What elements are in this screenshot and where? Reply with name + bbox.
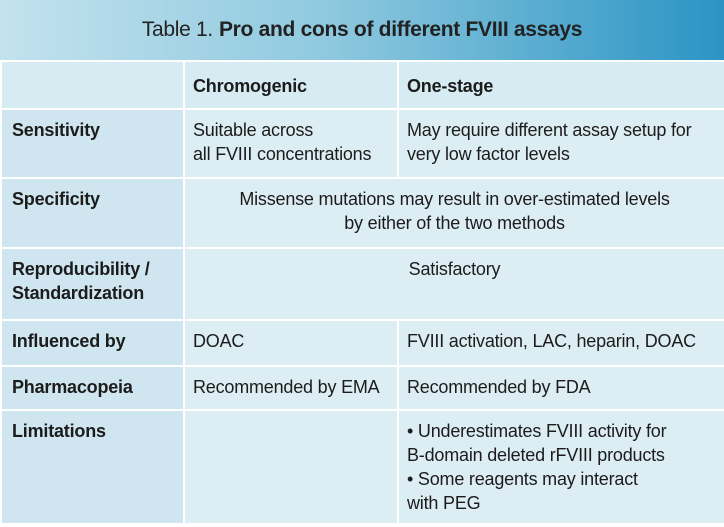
table-title-main: Pro and cons of different FVIII assays	[218, 18, 583, 41]
table-title: Table 1. Pro and cons of different FVIII…	[0, 0, 724, 60]
table-row-sensitivity: Sensitivity Suitable across all FVIII co…	[0, 108, 724, 179]
limitations-bullet-2: • Some reagents may interact with PEG	[407, 469, 638, 513]
cell-sensitivity-one-stage: May require different assay setup for ve…	[397, 108, 724, 179]
row-label-pharmacopeia: Pharmacopeia	[0, 365, 185, 411]
cell-specificity-both: Missense mutations may result in over-es…	[183, 177, 724, 249]
cell-sensitivity-chromogenic: Suitable across all FVIII concentrations	[183, 108, 399, 179]
row-label-limitations: Limitations	[0, 409, 185, 525]
column-header-one-stage: One-stage	[397, 60, 724, 110]
assay-comparison-table: Chromogenic One-stage Sensitivity Suitab…	[0, 60, 724, 525]
limitations-bullet-list: • Underestimates FVIII activity for B-do…	[407, 419, 716, 515]
cell-limitations-one-stage: • Underestimates FVIII activity for B-do…	[397, 409, 724, 525]
table-header-row: Chromogenic One-stage	[0, 60, 724, 110]
table-row-specificity: Specificity Missense mutations may resul…	[0, 177, 724, 249]
cell-pharmacopeia-chromogenic: Recommended by EMA	[183, 365, 399, 411]
column-header-chromogenic: Chromogenic	[183, 60, 399, 110]
table-row-pharmacopeia: Pharmacopeia Recommended by EMA Recommen…	[0, 365, 724, 411]
cell-limitations-chromogenic	[183, 409, 399, 525]
row-label-reproducibility: Reproducibility / Standardization	[0, 247, 185, 321]
cell-reproducibility-both: Satisfactory	[183, 247, 724, 321]
row-label-specificity: Specificity	[0, 177, 185, 249]
table-row-influenced-by: Influenced by DOAC FVIII activation, LAC…	[0, 319, 724, 367]
row-label-influenced-by: Influenced by	[0, 319, 185, 367]
header-blank-cell	[0, 60, 185, 110]
table-row-reproducibility: Reproducibility / Standardization Satisf…	[0, 247, 724, 321]
cell-influenced-by-chromogenic: DOAC	[183, 319, 399, 367]
cell-influenced-by-one-stage: FVIII activation, LAC, heparin, DOAC	[397, 319, 724, 367]
limitations-bullet-1: • Underestimates FVIII activity for B-do…	[407, 421, 667, 465]
table-row-limitations: Limitations • Underestimates FVIII activ…	[0, 409, 724, 525]
table-title-prefix: Table 1.	[141, 18, 213, 41]
cell-pharmacopeia-one-stage: Recommended by FDA	[397, 365, 724, 411]
row-label-sensitivity: Sensitivity	[0, 108, 185, 179]
